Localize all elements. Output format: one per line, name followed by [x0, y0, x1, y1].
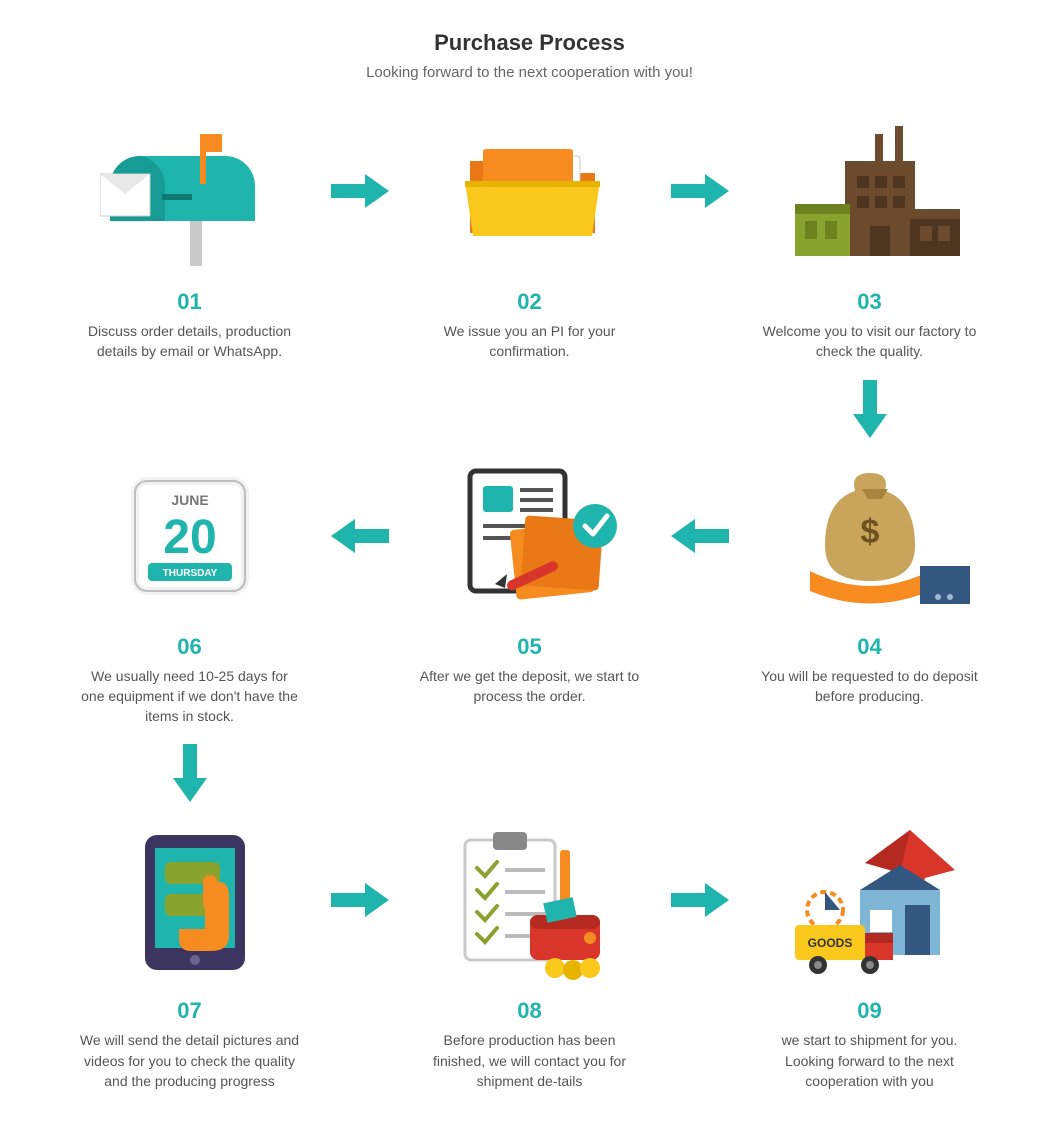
- step-desc: We usually need 10-25 days for one equip…: [80, 666, 300, 727]
- svg-text:THURSDAY: THURSDAY: [162, 568, 217, 579]
- step-03: 03 Welcome you to visit our factory to c…: [760, 111, 980, 362]
- step-05: 05 After we get the deposit, we start to…: [420, 456, 640, 707]
- step-desc: After we get the deposit, we start to pr…: [420, 666, 640, 707]
- step-08: 08 Before production has been finished, …: [420, 820, 640, 1091]
- step-number: 09: [857, 998, 881, 1024]
- step-06: JUNE 20 THURSDAY 06 We usually need 10-2…: [80, 456, 300, 727]
- row-2: JUNE 20 THURSDAY 06 We usually need 10-2…: [40, 456, 1019, 727]
- arrow-left-icon: [300, 456, 420, 616]
- step-01: 01 Discuss order details, production det…: [80, 111, 300, 362]
- step-09: GOODS 09 we start to shipment for you. L…: [760, 820, 980, 1091]
- svg-text:$: $: [860, 513, 879, 551]
- down-arrow-row-1: [40, 362, 1019, 456]
- document-check-icon: [435, 456, 625, 616]
- page-subtitle: Looking forward to the next cooperation …: [40, 64, 1019, 81]
- svg-text:GOODS: GOODS: [807, 936, 852, 950]
- step-desc: You will be requested to do deposit befo…: [760, 666, 980, 707]
- arrow-right-icon: [300, 820, 420, 980]
- arrow-right-icon: [640, 820, 760, 980]
- step-desc: We issue you an PI for your confirmation…: [420, 321, 640, 362]
- checklist-wallet-icon: [435, 820, 625, 980]
- mailbox-icon: [100, 111, 280, 271]
- step-number: 03: [857, 289, 881, 315]
- page-title: Purchase Process: [40, 30, 1019, 56]
- folder-icon: [445, 111, 615, 271]
- step-desc: We will send the detail pictures and vid…: [80, 1030, 300, 1091]
- step-number: 04: [857, 634, 881, 660]
- step-number: 07: [177, 998, 201, 1024]
- arrow-right-icon: [300, 111, 420, 271]
- step-number: 08: [517, 998, 541, 1024]
- factory-icon: [775, 111, 965, 271]
- step-number: 01: [177, 289, 201, 315]
- money-bag-icon: $: [770, 456, 970, 616]
- arrow-left-icon: [640, 456, 760, 616]
- step-number: 05: [517, 634, 541, 660]
- step-desc: we start to shipment for you. Looking fo…: [760, 1030, 980, 1091]
- down-arrow-row-2: [40, 726, 1019, 820]
- arrow-right-icon: [640, 111, 760, 271]
- step-07: 07 We will send the detail pictures and …: [80, 820, 300, 1091]
- step-number: 02: [517, 289, 541, 315]
- step-number: 06: [177, 634, 201, 660]
- shipping-icon: GOODS: [770, 820, 970, 980]
- step-02: 02 We issue you an PI for your confirmat…: [420, 111, 640, 362]
- row-1: 01 Discuss order details, production det…: [40, 111, 1019, 362]
- arrow-down-icon: [173, 744, 207, 802]
- svg-text:20: 20: [163, 511, 216, 564]
- purchase-process-infographic: Purchase Process Looking forward to the …: [0, 0, 1059, 1131]
- step-desc: Discuss order details, production detail…: [80, 321, 300, 362]
- row-3: 07 We will send the detail pictures and …: [40, 820, 1019, 1091]
- arrow-down-icon: [853, 380, 887, 438]
- step-04: $ 04 You will be requested to do deposit…: [760, 456, 980, 707]
- calendar-icon: JUNE 20 THURSDAY: [110, 456, 270, 616]
- step-desc: Before production has been finished, we …: [420, 1030, 640, 1091]
- step-desc: Welcome you to visit our factory to chec…: [760, 321, 980, 362]
- svg-text:JUNE: JUNE: [171, 492, 208, 508]
- tablet-touch-icon: [105, 820, 275, 980]
